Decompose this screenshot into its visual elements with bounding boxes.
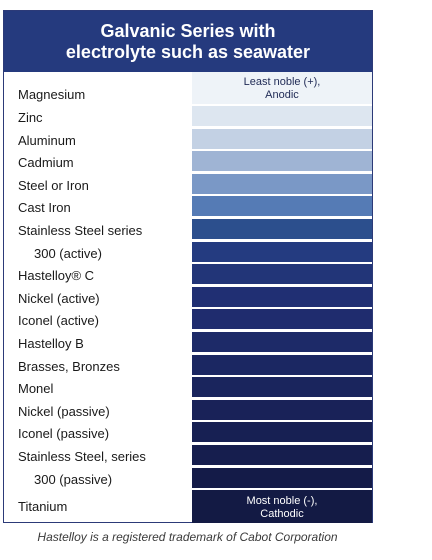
title-line-2: electrolyte such as seawater bbox=[65, 42, 311, 62]
swatch-caption-line-1: Most noble (-), bbox=[246, 495, 318, 508]
series-row: Nickel (passive) bbox=[4, 399, 372, 423]
title-banner: Galvanic Series with electrolyte such as… bbox=[4, 11, 372, 72]
metal-label: Nickel (passive) bbox=[18, 403, 110, 419]
metal-label: Nickel (active) bbox=[18, 290, 100, 306]
series-row: Hastelloy® C bbox=[4, 264, 372, 287]
series-row: Magnesium Least noble (+), Anodic bbox=[4, 72, 372, 106]
color-swatch bbox=[192, 106, 372, 127]
series-row: Stainless Steel, series bbox=[4, 445, 372, 468]
series-row: Cadmium bbox=[4, 151, 372, 174]
metal-label: 300 (active) bbox=[34, 245, 102, 261]
color-swatch bbox=[192, 445, 372, 466]
galvanic-series-card: Galvanic Series with electrolyte such as… bbox=[3, 10, 373, 524]
swatch-caption-line-2: Cathodic bbox=[260, 508, 304, 521]
series-row: Aluminum bbox=[4, 128, 372, 152]
color-swatch bbox=[192, 219, 372, 240]
series-row: Monel bbox=[4, 377, 372, 400]
series-row: 300 (active) bbox=[4, 241, 372, 265]
color-swatch: Most noble (-), Cathodic bbox=[192, 490, 372, 524]
metal-label: Hastelloy B bbox=[18, 336, 84, 351]
metal-label: Hastelloy® C bbox=[18, 268, 95, 284]
series-row: Nickel (active) bbox=[4, 286, 372, 310]
color-swatch bbox=[192, 354, 372, 375]
color-swatch bbox=[192, 241, 372, 262]
color-swatch bbox=[192, 128, 372, 149]
color-swatch bbox=[192, 309, 372, 330]
series-row: Iconel (passive) bbox=[4, 422, 372, 445]
swatch-caption-line-1: Least noble (+), bbox=[243, 76, 321, 88]
color-swatch: Least noble (+), Anodic bbox=[192, 72, 372, 104]
color-swatch bbox=[192, 377, 372, 398]
metal-label: Aluminum bbox=[18, 132, 76, 148]
metal-label: 300 (passive) bbox=[34, 471, 113, 487]
metal-label: Iconel (active) bbox=[18, 313, 99, 329]
color-swatch bbox=[192, 422, 372, 443]
swatch-caption-line-2: Anodic bbox=[265, 89, 299, 101]
series-row: 300 (passive) bbox=[4, 467, 372, 491]
metal-label: Steel or Iron bbox=[18, 177, 89, 193]
metal-label: Monel bbox=[18, 381, 54, 397]
color-swatch bbox=[192, 173, 372, 194]
series-row: Titanium Most noble (-), Cathodic bbox=[4, 490, 372, 524]
metal-label: Stainless Steel, series bbox=[18, 449, 146, 464]
color-swatch bbox=[192, 151, 372, 172]
metal-label: Cast Iron bbox=[18, 200, 71, 216]
metal-label: Cadmium bbox=[18, 155, 74, 171]
metal-label: Magnesium bbox=[18, 87, 86, 102]
metal-label: Iconel (passive) bbox=[18, 426, 110, 442]
color-swatch bbox=[192, 264, 372, 285]
color-swatch bbox=[192, 399, 372, 420]
series-row: Steel or Iron bbox=[4, 173, 372, 197]
color-swatch bbox=[192, 196, 372, 217]
series-row: Iconel (active) bbox=[4, 309, 372, 332]
series-row: Zinc bbox=[4, 106, 372, 129]
color-swatch bbox=[192, 286, 372, 307]
color-swatch bbox=[192, 332, 372, 353]
title-line-1: Galvanic Series with bbox=[100, 21, 276, 41]
metal-label: Stainless Steel series bbox=[18, 223, 143, 238]
trademark-footnote: Hastelloy is a registered trademark of C… bbox=[37, 530, 338, 544]
metal-label: Zinc bbox=[18, 110, 43, 125]
series-row: Cast Iron bbox=[4, 196, 372, 219]
metal-label: Brasses, Bronzes bbox=[18, 358, 120, 374]
metal-label: Titanium bbox=[18, 499, 68, 515]
series-row: Hastelloy B bbox=[4, 332, 372, 355]
color-swatch bbox=[192, 467, 372, 488]
series-row: Stainless Steel series bbox=[4, 219, 372, 242]
series-row: Brasses, Bronzes bbox=[4, 354, 372, 378]
